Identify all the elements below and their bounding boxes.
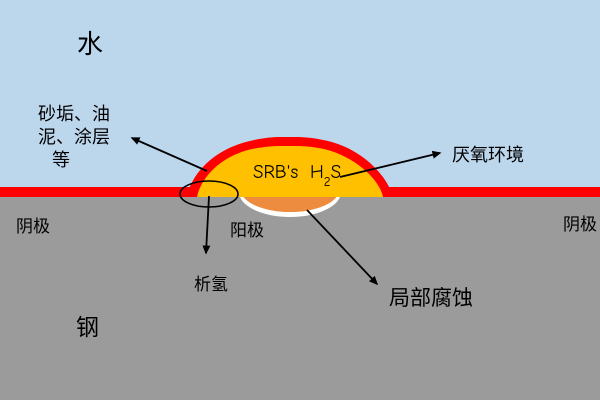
svg-text:析氢: 析氢	[194, 270, 228, 295]
svg-text:泥、涂层: 泥、涂层	[38, 123, 110, 149]
svg-text:等: 等	[52, 146, 70, 172]
svg-text:水: 水	[77, 24, 103, 61]
svg-text:钢: 钢	[76, 308, 99, 342]
svg-text:阴极: 阴极	[563, 210, 597, 235]
svg-text:厌氧环境: 厌氧环境	[452, 141, 524, 167]
svg-text:阴极: 阴极	[16, 212, 50, 237]
svg-text:SRB's: SRB's	[253, 161, 298, 183]
svg-text:局部腐蚀: 局部腐蚀	[389, 282, 473, 312]
svg-text:阳极: 阳极	[230, 216, 264, 241]
